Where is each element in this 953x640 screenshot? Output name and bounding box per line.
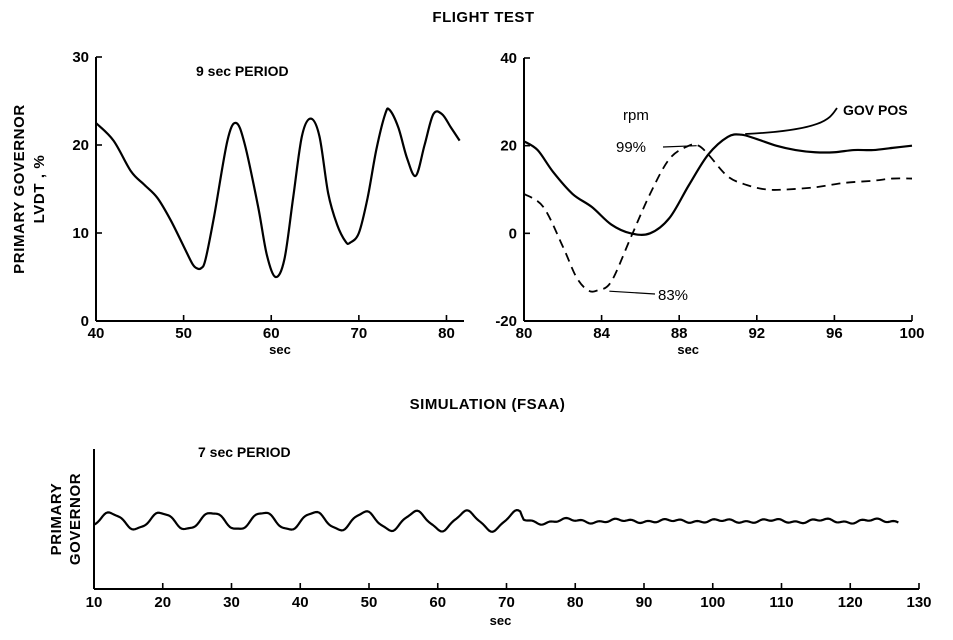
- x-tick-label: 40: [88, 325, 105, 342]
- rpm-99-pointer: [662, 145, 697, 148]
- x-tick-label: 110: [769, 594, 793, 611]
- x-tick-label: 20: [154, 594, 171, 611]
- x-tick-label: 70: [351, 325, 368, 342]
- x-tick-label: 90: [636, 594, 653, 611]
- y-axis-label-line-1: PRIMARY GOVERNOR: [11, 104, 28, 274]
- x-axis-label: sec: [677, 342, 699, 357]
- x-tick-label: 80: [516, 325, 533, 342]
- x-tick-label: 100: [700, 594, 725, 611]
- x-tick-label: 88: [671, 325, 688, 342]
- y-tick-label: 0: [81, 313, 89, 330]
- y-axis-label-line-2: GOVERNOR: [67, 473, 84, 565]
- rpm-dashed-line: [523, 143, 913, 293]
- gov-pos-line: [523, 133, 913, 236]
- x-tick-label: 70: [498, 594, 515, 611]
- y-tick-label: 40: [500, 50, 517, 67]
- chart-gov-pos-rpm: 80 84 88 92 96 100 -20 0 20 40 sec GOV POS rpm 99% 83%: [495, 50, 924, 357]
- x-tick-label: 50: [175, 325, 192, 342]
- y-axis-label-line-1: PRIMARY: [48, 483, 65, 556]
- x-tick-label: 30: [223, 594, 240, 611]
- y-tick-label: 20: [72, 137, 89, 154]
- rpm-label: rpm: [623, 107, 649, 124]
- x-tick-label: 60: [429, 594, 446, 611]
- y-tick-label: 10: [72, 225, 89, 242]
- flight-test-title: FLIGHT TEST: [432, 9, 535, 26]
- x-tick-label: 10: [86, 594, 103, 611]
- x-tick-label: 96: [826, 325, 843, 342]
- y-tick-label: 0: [509, 225, 517, 242]
- x-tick-label: 60: [263, 325, 280, 342]
- x-tick-label: 80: [438, 325, 455, 342]
- y-tick-label: 20: [500, 138, 517, 155]
- y-axis-label-line-2: LVDT , %: [31, 155, 48, 224]
- chart-governor-lvdt: 40 50 60 70 80 0 10 20 30 sec PRIMARY GOVERNOR LVDT…: [11, 49, 464, 357]
- chart-simulation: 10 20 30 40 50 60 70 80 90 100 110 120 130 sec PRIMARY…: [48, 444, 932, 628]
- rpm-83-pointer: [609, 290, 656, 295]
- gov-pos-label: GOV POS: [843, 102, 908, 118]
- rpm-83-label: 83%: [658, 287, 688, 304]
- lvdt-line: [95, 107, 461, 279]
- gov-pos-pointer: [745, 107, 838, 135]
- x-axis-label: sec: [269, 342, 291, 357]
- x-tick-label: 40: [292, 594, 309, 611]
- x-tick-label: 92: [748, 325, 765, 342]
- x-tick-label: 100: [899, 325, 924, 342]
- period-annotation: 7 sec PERIOD: [198, 444, 291, 460]
- x-tick-label: 120: [838, 594, 863, 611]
- x-tick-label: 80: [567, 594, 584, 611]
- simulation-line: [93, 508, 899, 533]
- x-tick-label: 84: [593, 325, 610, 342]
- y-tick-label: -20: [495, 313, 517, 330]
- period-annotation: 9 sec PERIOD: [196, 63, 289, 79]
- rpm-99-label: 99%: [616, 139, 646, 156]
- simulation-title: SIMULATION (FSAA): [409, 396, 566, 413]
- x-axis-label: sec: [490, 613, 512, 628]
- x-tick-label: 50: [361, 594, 378, 611]
- y-tick-label: 30: [72, 49, 89, 66]
- x-tick-label: 130: [906, 594, 931, 611]
